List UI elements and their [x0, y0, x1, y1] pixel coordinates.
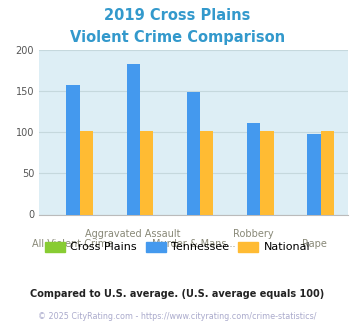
Text: Aggravated Assault: Aggravated Assault [86, 229, 181, 239]
Text: All Violent Crime: All Violent Crime [32, 239, 114, 249]
Legend: Cross Plains, Tennessee, National: Cross Plains, Tennessee, National [40, 237, 315, 257]
Bar [140, 131, 153, 214]
Bar [200, 131, 213, 214]
Bar [80, 131, 93, 214]
Bar [66, 85, 80, 214]
Bar [187, 92, 200, 214]
Bar [307, 135, 321, 214]
Text: Violent Crime Comparison: Violent Crime Comparison [70, 30, 285, 45]
Text: 2019 Cross Plains: 2019 Cross Plains [104, 8, 251, 23]
Text: Robbery: Robbery [234, 229, 274, 239]
Bar [260, 131, 274, 214]
Bar [127, 63, 140, 214]
Text: Rape: Rape [301, 239, 326, 249]
Bar [321, 131, 334, 214]
Text: © 2025 CityRating.com - https://www.cityrating.com/crime-statistics/: © 2025 CityRating.com - https://www.city… [38, 312, 317, 321]
Bar [247, 123, 260, 214]
Text: Murder & Mans...: Murder & Mans... [152, 239, 235, 249]
Text: Compared to U.S. average. (U.S. average equals 100): Compared to U.S. average. (U.S. average … [31, 289, 324, 299]
